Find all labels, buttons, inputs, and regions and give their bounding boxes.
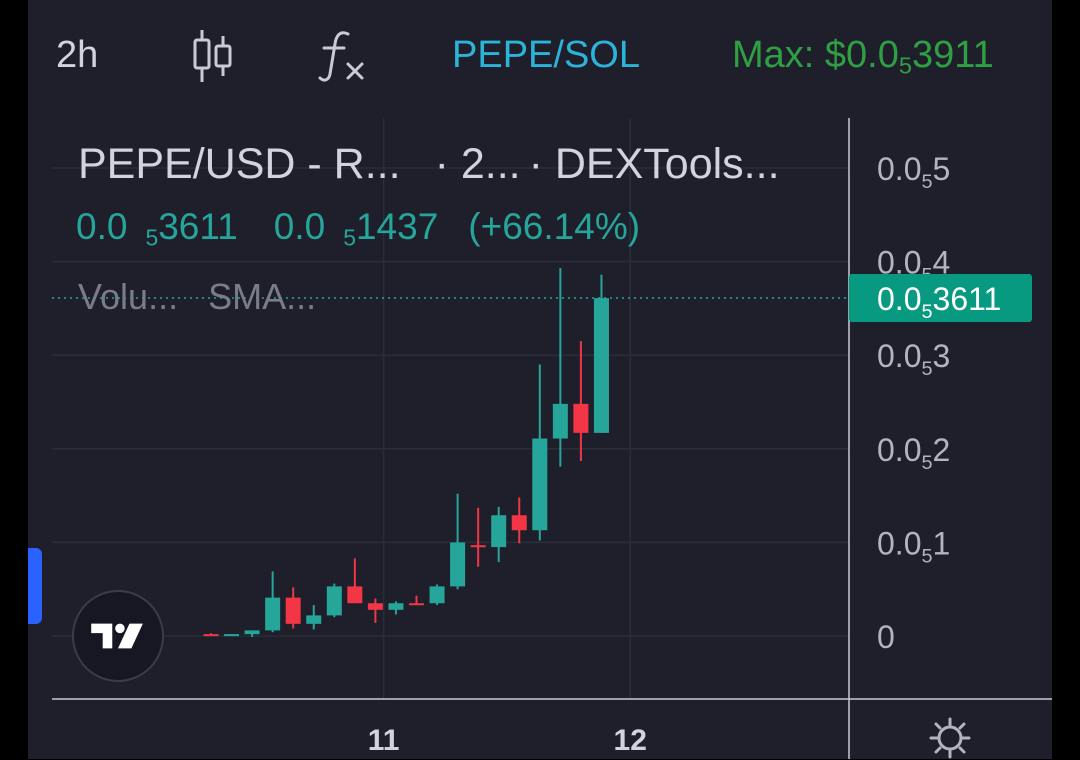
candle-down (285, 597, 301, 624)
candle-up (326, 586, 342, 616)
legend-symbol: PEPE/USD - R... (78, 140, 401, 188)
x-tick-label: 11 (368, 724, 400, 757)
candle-up (244, 630, 260, 635)
max-prefix: Max: $0.0 (732, 34, 899, 76)
candle-up (552, 403, 568, 439)
candle-down (347, 586, 363, 604)
candle-down (409, 603, 424, 606)
pair-selector[interactable]: PEPE/SOL (452, 34, 640, 76)
candles (52, 268, 849, 637)
symbol-legend[interactable]: PEPE/USD - R... · 2... · DEXTools... (78, 140, 780, 189)
legend-change-pct: (+66.14%) (468, 206, 641, 247)
price-legend: 0.0 53611 0.0 51437 (+66.14%) (76, 206, 658, 251)
legend-price: 0.0 53611 (76, 206, 238, 251)
settings-gear-icon[interactable] (928, 716, 972, 760)
y-tick-label: 0 (877, 619, 895, 655)
candle-down (367, 603, 383, 610)
legend-change: 0.0 51437 (273, 206, 439, 251)
tradingview-logo[interactable] (72, 590, 164, 682)
candle-up (265, 597, 281, 631)
y-tick-label: 0.055 (877, 151, 950, 193)
candle-down (203, 634, 219, 637)
last-price-badge (849, 274, 1032, 323)
candle-up (388, 603, 404, 610)
candle-up (224, 634, 240, 637)
y-tick-label: 0.051 (877, 525, 950, 567)
indicator-volume[interactable]: Volu... (78, 276, 179, 317)
candle-down (511, 515, 527, 531)
candle-down (470, 545, 486, 548)
indicator-sma[interactable]: SMA... (208, 276, 317, 317)
grid (52, 118, 849, 699)
last-price-label: 0.053611 (877, 281, 1001, 323)
max-price-label: Max: $0.053911 (732, 30, 994, 80)
x-tick-label: 12 (614, 724, 647, 757)
tradingview-logo-icon (91, 623, 143, 649)
interval-button[interactable]: 2h (56, 34, 99, 76)
candle-up (532, 438, 548, 531)
candle-down (573, 403, 589, 433)
candle-up (593, 298, 609, 433)
candle-up (491, 515, 507, 548)
y-tick-label: 0.053 (877, 338, 950, 380)
indicator-legend[interactable]: Volu... SMA... (78, 276, 346, 318)
candle-up (429, 586, 445, 604)
candle-up (306, 615, 322, 624)
max-rest: 3911 (911, 34, 994, 76)
side-expand-tab[interactable] (28, 548, 42, 624)
legend-interval: · 2... (434, 140, 521, 188)
candlestick-icon[interactable] (190, 28, 236, 84)
function-fx-icon[interactable] (318, 28, 368, 84)
max-sub: 5 (898, 52, 912, 79)
candle-up (450, 542, 466, 587)
legend-source: · DEXTools... (528, 140, 780, 188)
y-tick-label: 0.052 (877, 432, 950, 474)
